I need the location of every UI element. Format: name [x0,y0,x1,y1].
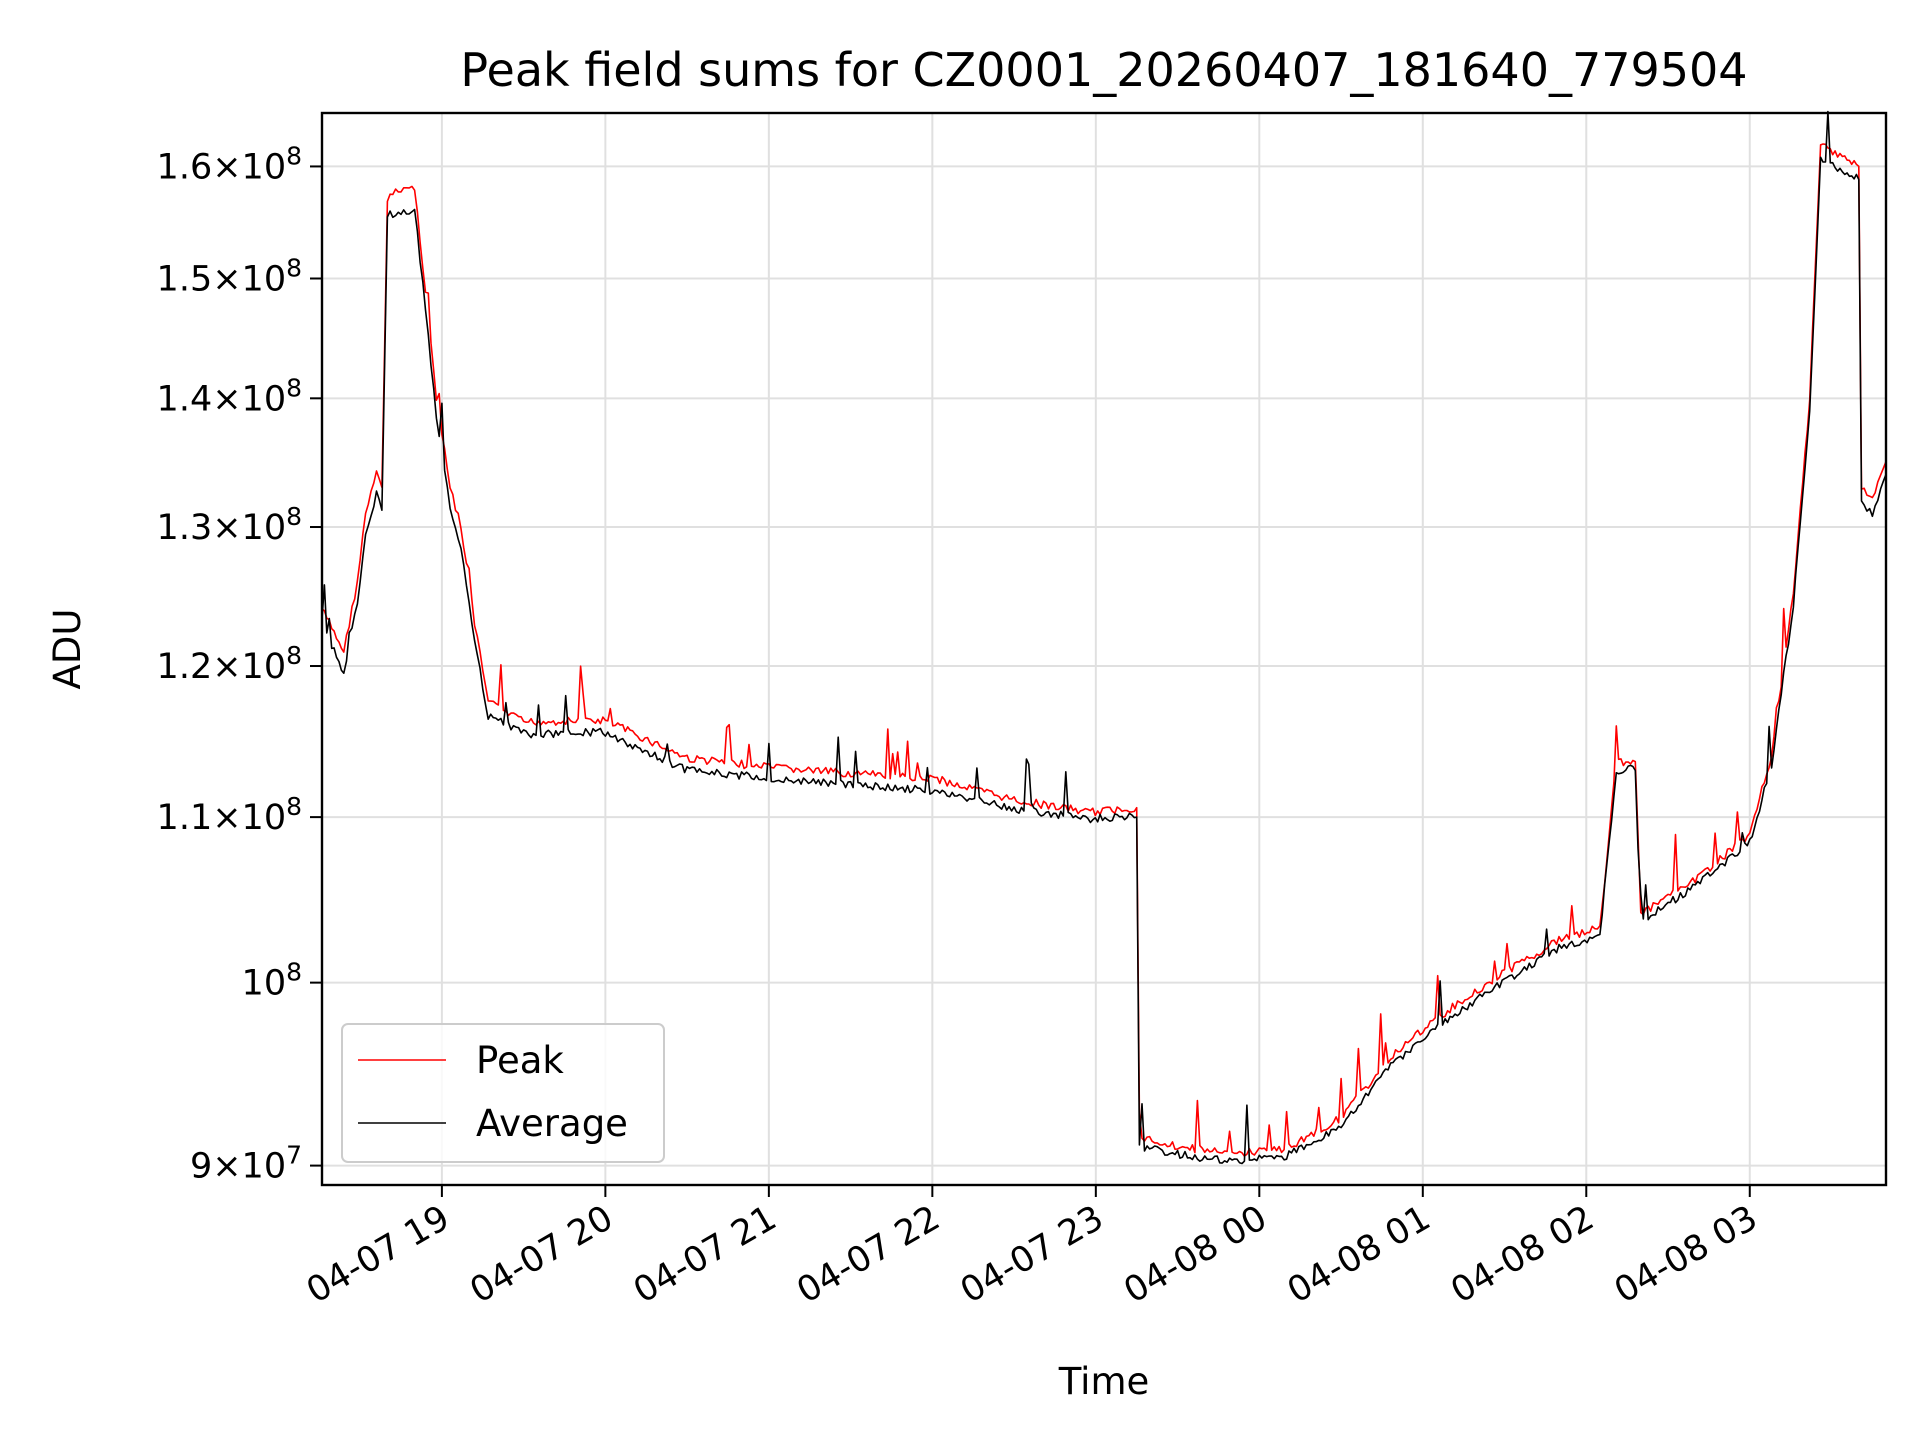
y-tick-label: 1.6×108 [157,141,302,187]
y-tick-label: 1.4×108 [157,373,302,419]
series-line-peak [321,143,1887,1157]
legend-label-average: Average [476,1102,628,1145]
series-lines [321,110,1887,1165]
y-tick-label: 1.5×108 [157,254,302,300]
grid [322,113,1886,1185]
series-line-average [321,110,1887,1165]
legend: Peak Average [341,1023,665,1163]
plot-frame [320,111,1888,1187]
y-tick-label: 1.1×108 [157,792,302,838]
y-axis-label: ADU [46,609,89,690]
y-tick-label: 9×107 [190,1141,302,1187]
legend-label-peak: Peak [476,1039,564,1082]
x-axis-label: Time [1058,1360,1150,1403]
y-axis: 9×107 108 1.1×108 1.2×108 1.3×108 1.4×108 1.5×… [157,141,322,1187]
legend-box [341,1023,665,1163]
y-tick-label: 1.2×108 [157,641,302,687]
y-tick-label: 1.3×108 [157,502,302,548]
y-tick-label: 108 [242,958,302,1004]
chart-title: Peak field sums for CZ0001_20260407_1816… [460,43,1747,97]
